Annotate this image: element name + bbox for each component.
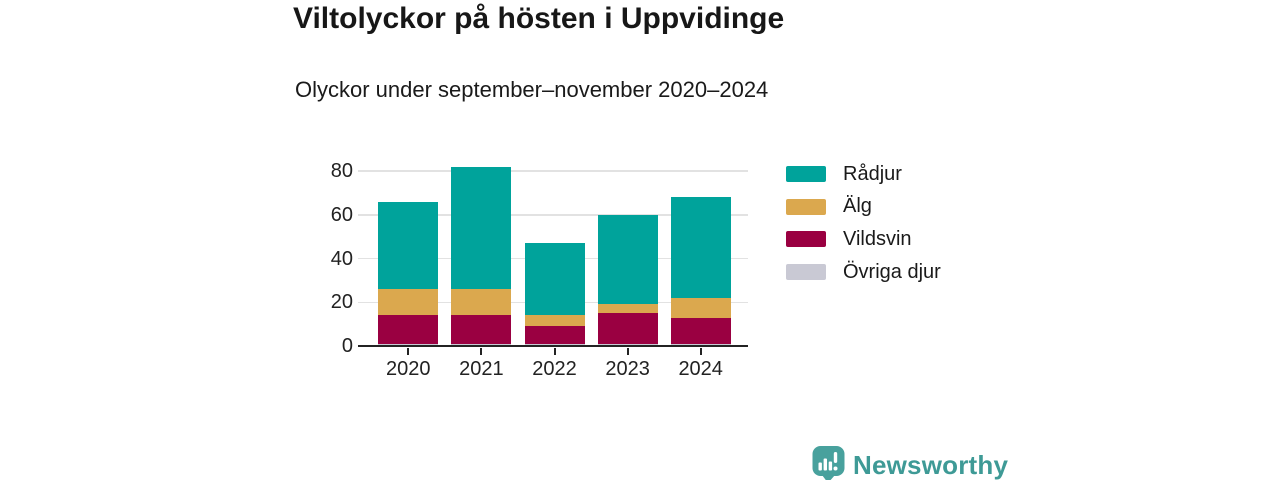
bar-segment [597,214,658,305]
legend-item: Vildsvin [786,228,941,250]
legend-item: Rådjur [786,163,941,185]
legend-swatch [786,231,826,248]
legend-label: Vildsvin [843,227,912,250]
x-tick [553,347,556,355]
gridline [358,170,748,172]
newsworthy-logo: Newsworthy [812,445,1008,480]
chart-subtitle: Olyckor under september–november 2020–20… [295,77,769,102]
legend-label: Övriga djur [843,260,941,283]
x-tick-label: 2020 [386,358,431,380]
y-tick-label: 20 [330,291,353,314]
bar-segment [670,197,731,298]
x-tick [407,347,410,355]
x-tick [626,347,629,355]
bar-segment [451,166,512,290]
bar-segment [670,317,731,344]
bar-segment [451,289,512,316]
bar-segment [378,315,439,344]
bar-segment [524,326,585,344]
y-tick-label: 40 [330,247,353,270]
y-tick-label: 80 [330,160,353,182]
bar-segment [524,315,585,327]
x-tick-label: 2024 [678,358,723,380]
chart-title: Viltolyckor på hösten i Uppvidinge [293,2,785,35]
bar-segment [451,315,512,344]
x-tick-label: 2022 [532,358,577,380]
legend-swatch [786,264,826,281]
bar-segment [524,243,585,316]
legend-label: Älg [843,195,872,218]
legend-swatch [786,198,826,215]
legend-item: Älg [786,195,941,217]
x-tick [480,347,483,355]
legend-label: Rådjur [843,162,902,185]
bar-segment [378,289,439,316]
gridline [358,214,748,216]
x-tick-label: 2021 [459,358,504,380]
plot-area: 2020 2021 2022 2023 2024 [358,150,748,380]
legend-swatch [786,166,826,182]
legend: Rådjur Älg Vildsvin Övriga djur [786,163,941,297]
legend-item: Övriga djur [786,261,941,283]
x-tick [699,347,702,355]
x-tick-label: 2023 [605,358,650,380]
newsworthy-logo-icon [812,446,845,480]
newsworthy-wordmark: Newsworthy [853,449,1009,480]
bar-segment [670,297,731,318]
bar-segment [597,304,658,314]
y-axis-labels: 0 20 40 60 80 [313,150,353,356]
x-axis-line [358,344,748,347]
bar-segment [597,313,658,344]
bar-segment [378,201,439,290]
y-tick-label: 0 [341,335,353,357]
y-tick-label: 60 [330,203,353,226]
